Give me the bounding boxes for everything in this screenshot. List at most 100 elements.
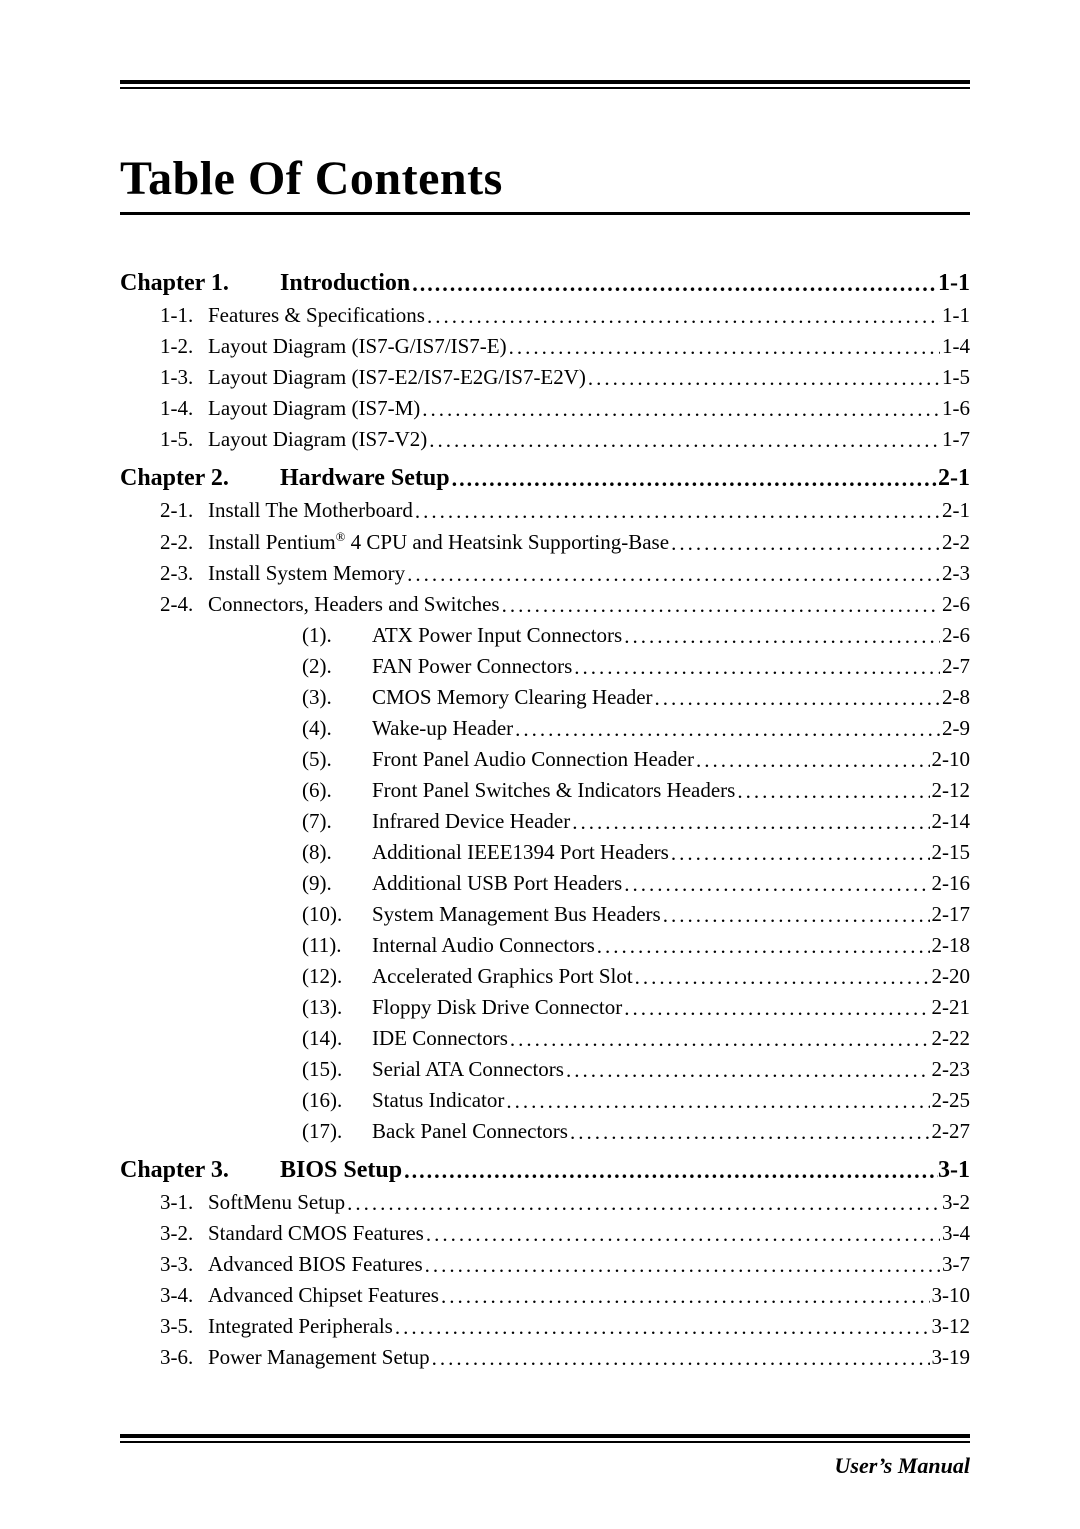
toc-subsection: (10).System Management Bus Headers......… bbox=[120, 904, 970, 925]
toc-subsection-title: IDE Connectors bbox=[372, 1028, 508, 1049]
leader-dots: ........................................… bbox=[424, 1224, 940, 1245]
toc-chapter: Chapter 3.BIOS Setup....................… bbox=[120, 1158, 970, 1182]
toc-subsection-label: (1). bbox=[302, 625, 372, 646]
toc-section-label: 1-5. bbox=[120, 429, 208, 450]
toc-section-label: 3-3. bbox=[120, 1254, 208, 1275]
toc-chapter-title: Hardware Setup bbox=[280, 466, 450, 490]
toc-subsection: (8).Additional IEEE1394 Port Headers....… bbox=[120, 842, 970, 863]
toc-chapter-title: Introduction bbox=[280, 271, 410, 295]
toc-subsection-label: (17). bbox=[302, 1121, 372, 1142]
leader-dots: ........................................… bbox=[622, 626, 940, 647]
toc-subsection-label: (13). bbox=[302, 997, 372, 1018]
leader-dots: ........................................… bbox=[669, 533, 940, 554]
toc-subsection-title: Back Panel Connectors bbox=[372, 1121, 568, 1142]
table-of-contents: Chapter 1.Introduction..................… bbox=[120, 271, 970, 1368]
leader-dots: ........................................… bbox=[425, 306, 940, 327]
leader-dots: ........................................… bbox=[633, 967, 930, 988]
toc-subsection-title: Internal Audio Connectors bbox=[372, 935, 595, 956]
toc-subsection-label: (6). bbox=[302, 780, 372, 801]
toc-subsection-page: 2-6 bbox=[940, 625, 970, 646]
leader-dots: ........................................… bbox=[622, 874, 929, 895]
toc-subsection-page: 2-22 bbox=[930, 1028, 971, 1049]
toc-subsection: (17).Back Panel Connectors..............… bbox=[120, 1121, 970, 1142]
toc-subsection-page: 2-25 bbox=[930, 1090, 971, 1111]
toc-subsection-page: 2-16 bbox=[930, 873, 971, 894]
toc-section: 3-1.SoftMenu Setup......................… bbox=[120, 1192, 970, 1213]
toc-section: 1-5.Layout Diagram (IS7-V2).............… bbox=[120, 429, 970, 450]
toc-section-label: 1-3. bbox=[120, 367, 208, 388]
toc-chapter-label: Chapter 1. bbox=[120, 271, 280, 295]
toc-section-page: 3-19 bbox=[930, 1347, 971, 1368]
toc-subsection: (15).Serial ATA Connectors..............… bbox=[120, 1059, 970, 1080]
toc-subsection-title: FAN Power Connectors bbox=[372, 656, 572, 677]
toc-section: 2-3.Install System Memory...............… bbox=[120, 563, 970, 584]
toc-section-title: Power Management Setup bbox=[208, 1347, 430, 1368]
toc-section-page: 2-1 bbox=[940, 500, 970, 521]
leader-dots: ........................................… bbox=[450, 468, 938, 490]
toc-section-label: 1-2. bbox=[120, 336, 208, 357]
toc-chapter-page: 2-1 bbox=[938, 466, 970, 490]
toc-section: 2-2.Install Pentium® 4 CPU and Heatsink … bbox=[120, 531, 970, 553]
toc-section-title: Standard CMOS Features bbox=[208, 1223, 424, 1244]
toc-section: 1-1.Features & Specifications...........… bbox=[120, 305, 970, 326]
toc-subsection-title: Wake-up Header bbox=[372, 718, 513, 739]
toc-section-title: Install The Motherboard bbox=[208, 500, 413, 521]
toc-section-page: 2-2 bbox=[940, 532, 970, 553]
leader-dots: ........................................… bbox=[500, 595, 940, 616]
toc-section-label: 3-1. bbox=[120, 1192, 208, 1213]
toc-section: 1-3.Layout Diagram (IS7-E2/IS7-E2G/IS7-E… bbox=[120, 367, 970, 388]
toc-subsection-label: (15). bbox=[302, 1059, 372, 1080]
toc-subsection-label: (2). bbox=[302, 656, 372, 677]
toc-subsection: (9).Additional USB Port Headers.........… bbox=[120, 873, 970, 894]
leader-dots: ........................................… bbox=[653, 688, 940, 709]
toc-subsection: (11).Internal Audio Connectors..........… bbox=[120, 935, 970, 956]
toc-section-title: Advanced Chipset Features bbox=[208, 1285, 439, 1306]
toc-subsection: (3).CMOS Memory Clearing Header.........… bbox=[120, 687, 970, 708]
toc-subsection: (2).FAN Power Connectors................… bbox=[120, 656, 970, 677]
toc-subsection: (6).Front Panel Switches & Indicators He… bbox=[120, 780, 970, 801]
title-underline bbox=[120, 212, 970, 215]
toc-subsection-page: 2-9 bbox=[940, 718, 970, 739]
toc-subsection-title: System Management Bus Headers bbox=[372, 904, 661, 925]
toc-section-title: Layout Diagram (IS7-G/IS7/IS7-E) bbox=[208, 336, 507, 357]
toc-subsection-page: 2-8 bbox=[940, 687, 970, 708]
top-rule bbox=[120, 80, 970, 89]
bottom-rule bbox=[120, 1434, 970, 1443]
toc-section-page: 3-2 bbox=[940, 1192, 970, 1213]
toc-chapter-label: Chapter 3. bbox=[120, 1158, 280, 1182]
leader-dots: ........................................… bbox=[508, 1029, 930, 1050]
toc-subsection-title: ATX Power Input Connectors bbox=[372, 625, 622, 646]
toc-subsection-page: 2-17 bbox=[930, 904, 971, 925]
toc-section-label: 3-5. bbox=[120, 1316, 208, 1337]
toc-section-page: 3-12 bbox=[930, 1316, 971, 1337]
toc-section-page: 2-3 bbox=[940, 563, 970, 584]
toc-subsection-page: 2-14 bbox=[930, 811, 971, 832]
toc-section-title: Advanced BIOS Features bbox=[208, 1254, 423, 1275]
toc-section-page: 3-4 bbox=[940, 1223, 970, 1244]
toc-section-page: 3-7 bbox=[940, 1254, 970, 1275]
toc-chapter-label: Chapter 2. bbox=[120, 466, 280, 490]
toc-subsection-label: (3). bbox=[302, 687, 372, 708]
toc-section-page: 1-1 bbox=[940, 305, 970, 326]
toc-section: 2-4.Connectors, Headers and Switches....… bbox=[120, 594, 970, 615]
toc-section-label: 2-3. bbox=[120, 563, 208, 584]
toc-section: 3-2.Standard CMOS Features..............… bbox=[120, 1223, 970, 1244]
leader-dots: ........................................… bbox=[669, 843, 930, 864]
toc-subsection: (14).IDE Connectors.....................… bbox=[120, 1028, 970, 1049]
footer-text: User’s Manual bbox=[835, 1453, 971, 1479]
toc-subsection-page: 2-21 bbox=[930, 997, 971, 1018]
toc-subsection-title: Status Indicator bbox=[372, 1090, 504, 1111]
toc-section-label: 3-6. bbox=[120, 1347, 208, 1368]
toc-subsection-page: 2-20 bbox=[930, 966, 971, 987]
leader-dots: ........................................… bbox=[507, 337, 940, 358]
leader-dots: ........................................… bbox=[572, 657, 940, 678]
leader-dots: ........................................… bbox=[345, 1193, 940, 1214]
toc-section: 1-4.Layout Diagram (IS7-M)..............… bbox=[120, 398, 970, 419]
toc-subsection-title: Accelerated Graphics Port Slot bbox=[372, 966, 633, 987]
toc-chapter-page: 1-1 bbox=[938, 271, 970, 295]
toc-subsection-title: Additional IEEE1394 Port Headers bbox=[372, 842, 669, 863]
toc-section-title: Install Pentium® 4 CPU and Heatsink Supp… bbox=[208, 531, 669, 553]
toc-chapter: Chapter 1.Introduction..................… bbox=[120, 271, 970, 295]
toc-subsection-label: (8). bbox=[302, 842, 372, 863]
toc-section-title: Layout Diagram (IS7-V2) bbox=[208, 429, 427, 450]
